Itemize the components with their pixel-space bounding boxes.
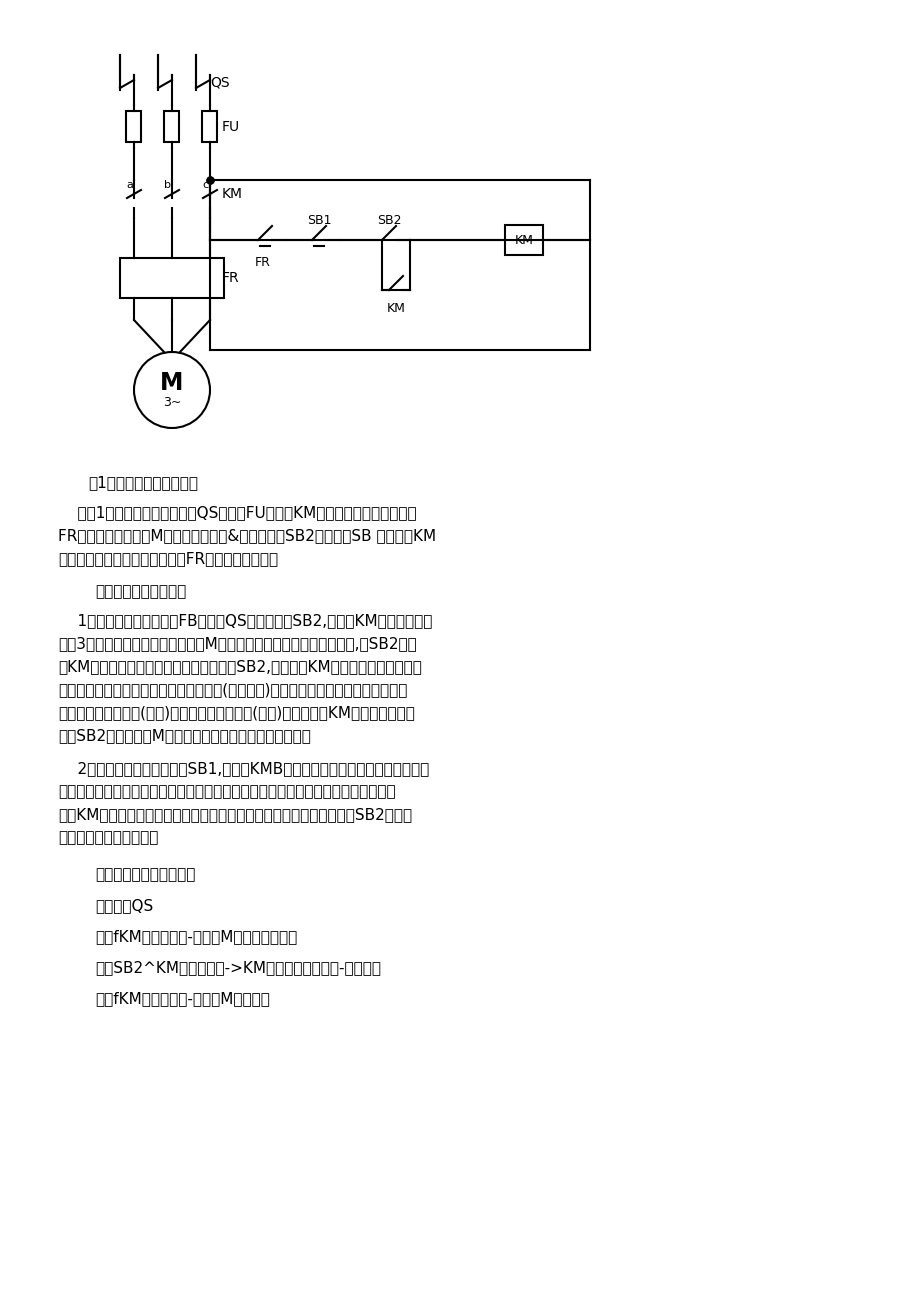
Text: 开，电动机脱离电源，停止运转。这时，即使松开停止按钮，由于自锁触点断开，接: 开，电动机脱离电源，停止运转。这时，即使松开停止按钮，由于自锁触点断开，接 <box>58 784 395 799</box>
Text: 松开SB2后，电动机M仍能继续起动，最后达到稳定运转。: 松开SB2后，电动机M仍能继续起动，最后达到稳定运转。 <box>58 728 311 743</box>
Text: FR: FR <box>255 255 270 268</box>
Text: M: M <box>160 371 184 395</box>
Bar <box>202 111 217 142</box>
Bar <box>165 111 179 142</box>
Text: 续保持通电，维持吸合状态。凡是接触器(或继电器)利用自己的辅助触点来保持其线圈: 续保持通电，维持吸合状态。凡是接触器(或继电器)利用自己的辅助触点来保持其线圈 <box>58 682 407 697</box>
Text: b: b <box>164 180 171 190</box>
Text: FU: FU <box>221 120 240 134</box>
Text: 的KM的常开辅助触点闭合，即使松手断开SB2,吸引线圈KM通过其辅助触点可以继: 的KM的常开辅助触点闭合，即使松手断开SB2,吸引线圈KM通过其辅助触点可以继 <box>58 659 422 674</box>
Text: 也可以用下述方式描述：: 也可以用下述方式描述： <box>95 867 195 881</box>
Text: KM: KM <box>221 187 243 201</box>
Text: 2、停止电动机按停止按钮SB1,接触器KMB线圈失电，其主触点和辅助触点均断: 2、停止电动机按停止按钮SB1,接触器KMB线圈失电，其主触点和辅助触点均断 <box>58 760 429 776</box>
Text: 1、起动电动机合上三相FB离开关QS按起动按钮SB2,接触器KM的吸引线圈得: 1、起动电动机合上三相FB离开关QS按起动按钮SB2,接触器KM的吸引线圈得 <box>58 613 432 628</box>
Text: 线圈和常开辅助触点、热继电器FR的常闭触头构成。: 线圈和常开辅助触点、热继电器FR的常闭触头构成。 <box>58 551 278 566</box>
Text: QS: QS <box>210 76 230 89</box>
Text: SB2: SB2 <box>377 214 401 227</box>
Text: 3~: 3~ <box>163 396 181 409</box>
Bar <box>505 225 542 255</box>
Text: 起动fKM主触点闭点-电动机M得电起动、运行: 起动fKM主触点闭点-电动机M得电起动、运行 <box>95 930 297 944</box>
Text: 停车fKM主触点复位-电动机M断电停车: 停车fKM主触点复位-电动机M断电停车 <box>95 991 269 1006</box>
Text: KM: KM <box>514 233 533 246</box>
Text: a: a <box>126 180 132 190</box>
Text: FR: FR <box>221 271 239 285</box>
Text: 带电的，称之为自锁(自保)。这个触点称为自锁(自保)触点。由于KM的自锁作用，当: 带电的，称之为自锁(自保)。这个触点称为自锁(自保)触点。由于KM的自锁作用，当 <box>58 704 414 720</box>
Bar <box>119 258 223 298</box>
Text: c: c <box>202 180 208 190</box>
Text: 在图1中，主电路由隔离开关QS熔断器FU接触器KM勺常开主触点，热继电器: 在图1中，主电路由隔离开关QS熔断器FU接触器KM勺常开主触点，热继电器 <box>58 505 416 519</box>
Text: 合上开关QS: 合上开关QS <box>95 898 153 913</box>
Text: FR的热元件和电动机M组成。控制电品&由起动按钮SB2停止按钮SB 幺接触器KM: FR的热元件和电动机M组成。控制电品&由起动按钮SB2停止按钮SB 幺接触器KM <box>58 529 436 543</box>
Text: SB1: SB1 <box>306 214 331 227</box>
Text: 控制线路工作原理为：: 控制线路工作原理为： <box>95 585 186 599</box>
Bar <box>127 111 142 142</box>
Text: 按下SB2^KM线圈得电一->KM常开辅助触点闭合-实现自保: 按下SB2^KM线圈得电一->KM常开辅助触点闭合-实现自保 <box>95 960 380 975</box>
Text: 图1单向运行电气控制线路: 图1单向运行电气控制线路 <box>88 475 198 490</box>
Text: 电，3对常开主触点闭合，将电动机M接入电源，电动机开始起动。同时,与SB2并联: 电，3对常开主触点闭合，将电动机M接入电源，电动机开始起动。同时,与SB2并联 <box>58 635 416 651</box>
Text: 触器KM线圈不会再通电，电动机不会自行起动。只有再次按下起动按钮SB2时，电: 触器KM线圈不会再通电，电动机不会自行起动。只有再次按下起动按钮SB2时，电 <box>58 807 412 822</box>
Text: 动机方能再次起动运转。: 动机方能再次起动运转。 <box>58 829 158 845</box>
Text: KM: KM <box>386 302 405 315</box>
